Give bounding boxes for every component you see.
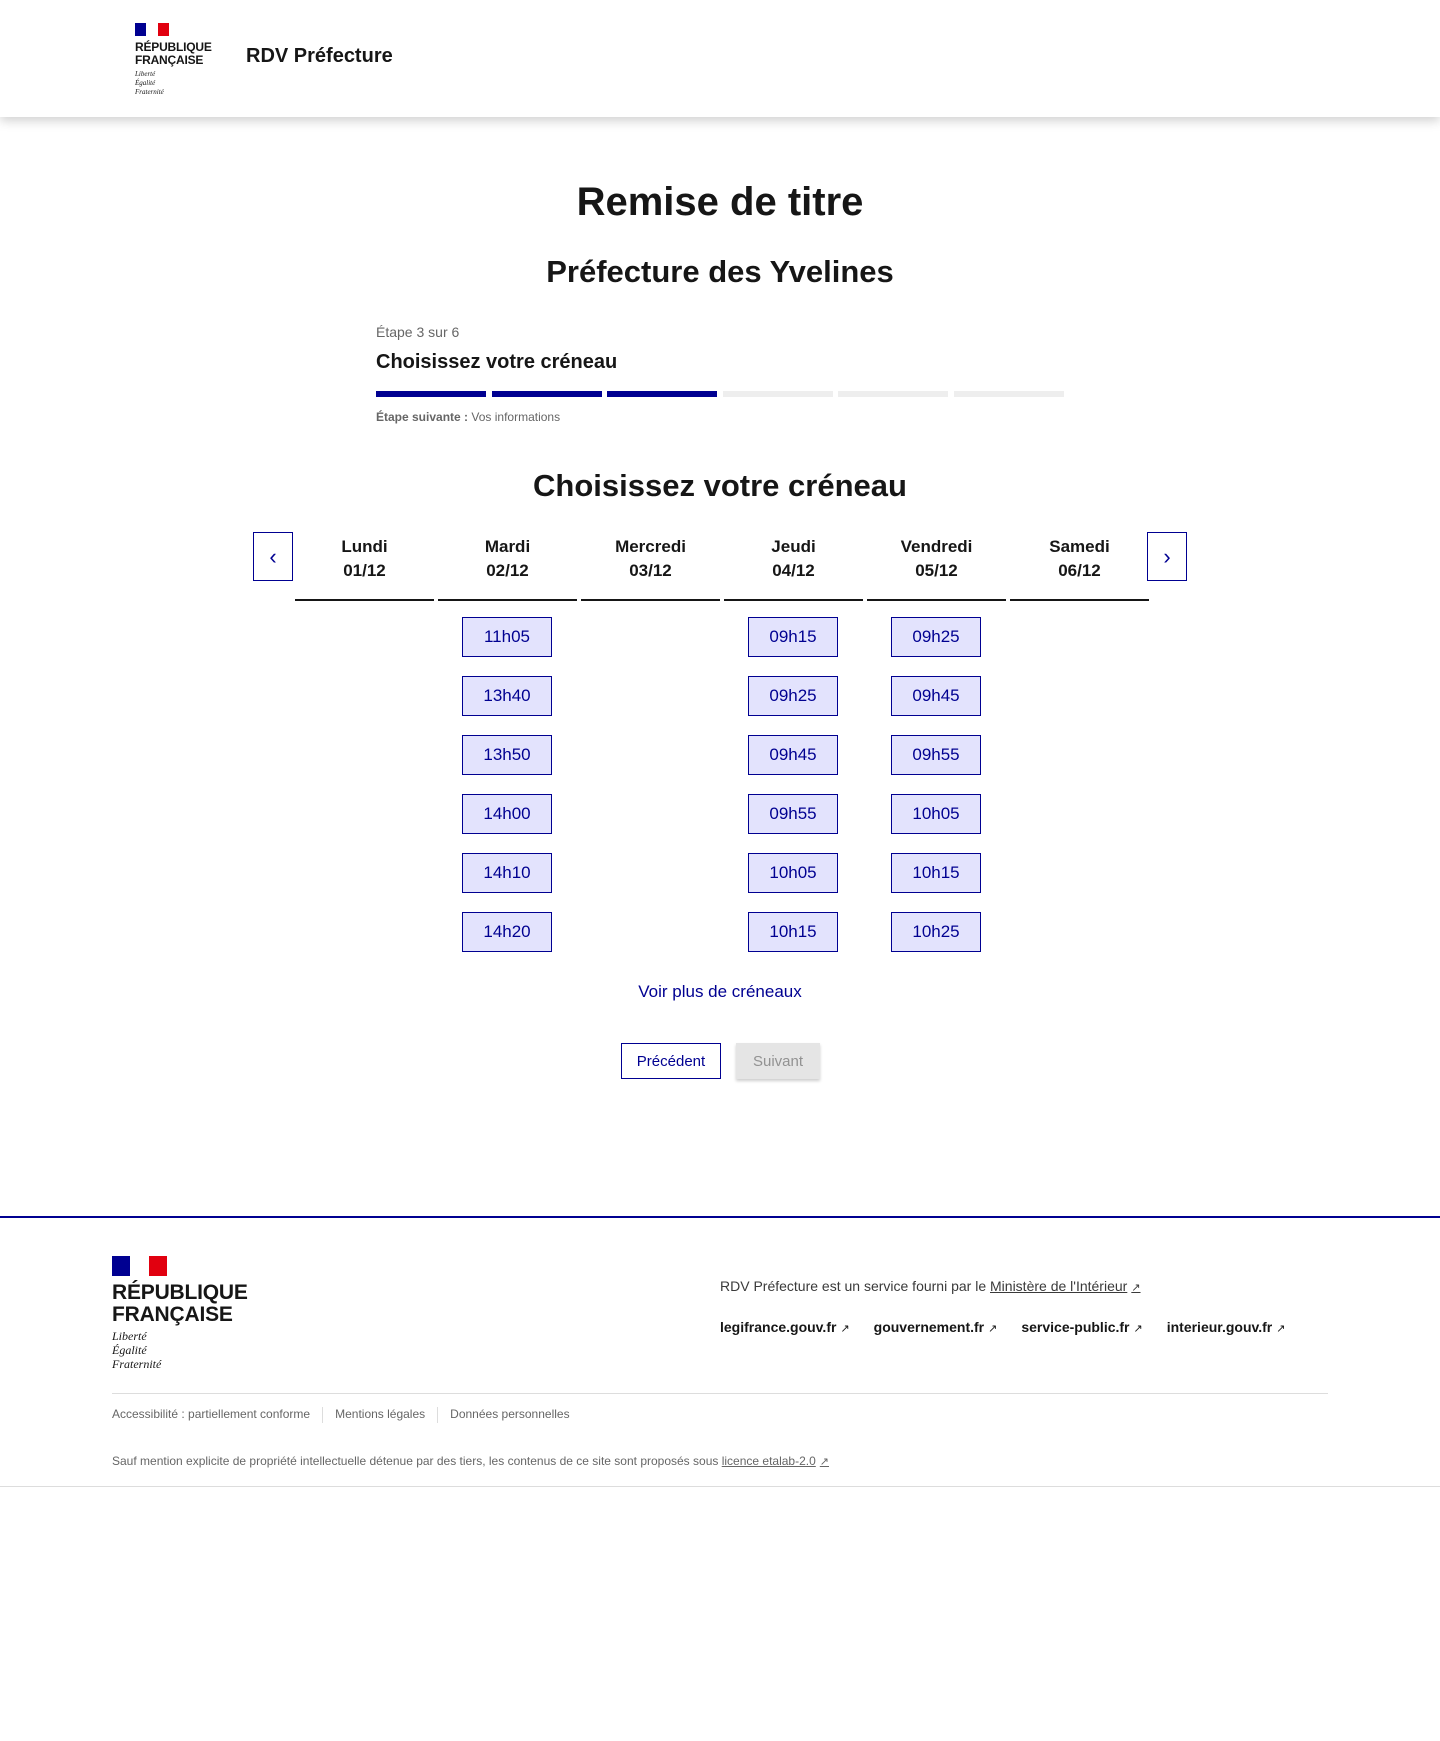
day-date: 03/12 — [629, 561, 672, 580]
time-slot-button[interactable]: 14h00 — [462, 794, 552, 834]
time-slot-button[interactable]: 10h15 — [748, 912, 838, 952]
day-header: Mardi 02/12 — [436, 535, 579, 583]
day-name: Mercredi — [615, 537, 686, 556]
logo-text: RÉPUBLIQUE FRANÇAISE — [135, 40, 212, 68]
time-slot-button[interactable]: 09h25 — [891, 617, 981, 657]
republique-francaise-logo[interactable]: RÉPUBLIQUE FRANÇAISE Liberté Égalité Frater… — [135, 23, 212, 97]
footer-logo-motto: Liberté Égalité Fraternité — [112, 1329, 162, 1371]
next-button[interactable]: Suivant — [736, 1043, 820, 1079]
site-header: RÉPUBLIQUE FRANÇAISE Liberté Égalité Frater… — [0, 0, 1440, 117]
page-title: Remise de titre — [576, 180, 864, 224]
service-name[interactable]: RDV Préfecture — [246, 45, 393, 67]
day-date: 04/12 — [772, 561, 815, 580]
day-header: Vendredi 05/12 — [865, 535, 1008, 583]
ministry-link[interactable]: Ministère de l'Intérieur ↗ — [990, 1278, 1141, 1294]
step-bar-3 — [607, 391, 717, 397]
time-slot-button[interactable]: 10h25 — [891, 912, 981, 952]
accessibility-link[interactable]: Accessibilité : partiellement conforme — [112, 1407, 311, 1422]
footer-logo[interactable]: RÉPUBLIQUE FRANÇAISE Liberté Égalité Frater… — [112, 1256, 248, 1371]
step-title: Choisissez votre créneau — [376, 351, 618, 373]
footer-bottom-border — [0, 1486, 1440, 1487]
day-header: Lundi 01/12 — [293, 535, 436, 583]
logo-motto: Liberté Égalité Fraternité — [135, 70, 164, 96]
footer-links: legifrance.gouv.fr ↗ gouvernement.fr ↗ ser… — [720, 1319, 1285, 1335]
step-bar-6 — [954, 391, 1064, 397]
day-date: 02/12 — [486, 561, 529, 580]
day-underline — [867, 599, 1006, 601]
footer-link-legifrance[interactable]: legifrance.gouv.fr ↗ — [720, 1319, 850, 1335]
license-text: Sauf mention explicite de propriété inte… — [112, 1454, 829, 1468]
external-link-icon: ↗ — [1276, 1323, 1286, 1335]
step-bar-4 — [723, 391, 833, 397]
external-link-icon: ↗ — [1133, 1323, 1143, 1335]
french-flag-icon — [112, 1256, 167, 1276]
day-header: Jeudi 04/12 — [722, 535, 865, 583]
previous-week-button[interactable]: ‹ — [253, 532, 293, 581]
day-name: Samedi — [1049, 537, 1110, 556]
time-slot-button[interactable]: 09h45 — [748, 735, 838, 775]
license-link[interactable]: licence etalab-2.0 ↗ — [721, 1454, 829, 1468]
step-bar-1 — [376, 391, 486, 397]
day-underline — [1010, 599, 1149, 601]
time-slot-button[interactable]: 10h05 — [748, 853, 838, 893]
time-slot-button[interactable]: 10h05 — [891, 794, 981, 834]
step-bar-5 — [838, 391, 948, 397]
day-name: Vendredi — [900, 537, 973, 556]
next-week-button[interactable]: › — [1147, 532, 1187, 581]
personal-data-link[interactable]: Données personnelles — [450, 1407, 570, 1422]
day-name: Jeudi — [771, 537, 816, 556]
legal-notice-link[interactable]: Mentions légales — [335, 1407, 426, 1422]
chevron-right-icon: › — [1163, 543, 1171, 569]
time-slot-button[interactable]: 14h20 — [462, 912, 552, 952]
french-flag-icon — [135, 23, 169, 36]
external-link-icon: ↗ — [840, 1323, 850, 1335]
step-label: Étape 3 sur 6 — [376, 324, 460, 340]
day-underline — [295, 599, 434, 601]
time-slot-button[interactable]: 13h40 — [462, 676, 552, 716]
time-slot-button[interactable]: 14h10 — [462, 853, 552, 893]
time-slot-button[interactable]: 09h15 — [748, 617, 838, 657]
footer-service-text: RDV Préfecture est un service fourni par… — [720, 1278, 1141, 1294]
day-header: Samedi 06/12 — [1008, 535, 1151, 583]
day-date: 06/12 — [1058, 561, 1101, 580]
more-slots-link[interactable]: Voir plus de créneaux — [638, 982, 802, 1001]
day-underline — [581, 599, 720, 601]
footer-divider — [112, 1393, 1328, 1394]
footer-logo-text: RÉPUBLIQUE FRANÇAISE — [112, 1281, 248, 1327]
time-slot-button[interactable]: 09h55 — [748, 794, 838, 834]
day-underline — [438, 599, 577, 601]
time-slot-button[interactable]: 13h50 — [462, 735, 552, 775]
time-slot-button[interactable]: 09h25 — [748, 676, 838, 716]
next-step: Étape suivante : Vos informations — [376, 410, 561, 424]
footer-link-service-public[interactable]: service-public.fr ↗ — [1021, 1319, 1143, 1335]
footer-top-border — [0, 1216, 1440, 1218]
previous-button[interactable]: Précédent — [621, 1043, 721, 1079]
day-date: 05/12 — [915, 561, 958, 580]
time-slot-button[interactable]: 11h05 — [462, 617, 552, 657]
day-date: 01/12 — [343, 561, 386, 580]
external-link-icon: ↗ — [819, 1456, 829, 1468]
calendar-title: Choisissez votre créneau — [533, 468, 907, 503]
footer-link-interieur[interactable]: interieur.gouv.fr ↗ — [1166, 1319, 1286, 1335]
day-underline — [724, 599, 863, 601]
time-slot-button[interactable]: 09h55 — [891, 735, 981, 775]
page-subtitle: Préfecture des Yvelines — [546, 254, 894, 289]
external-link-icon: ↗ — [1131, 1282, 1141, 1294]
day-name: Lundi — [341, 537, 388, 556]
time-slot-button[interactable]: 10h15 — [891, 853, 981, 893]
day-header: Mercredi 03/12 — [579, 535, 722, 583]
footer-link-gouvernement[interactable]: gouvernement.fr ↗ — [873, 1319, 998, 1335]
chevron-left-icon: ‹ — [269, 543, 277, 569]
time-slot-button[interactable]: 09h45 — [891, 676, 981, 716]
step-bar-2 — [492, 391, 602, 397]
external-link-icon: ↗ — [988, 1323, 998, 1335]
day-name: Mardi — [484, 537, 531, 556]
footer-bottom-links: Accessibilité : partiellement conforme Me… — [112, 1407, 570, 1423]
